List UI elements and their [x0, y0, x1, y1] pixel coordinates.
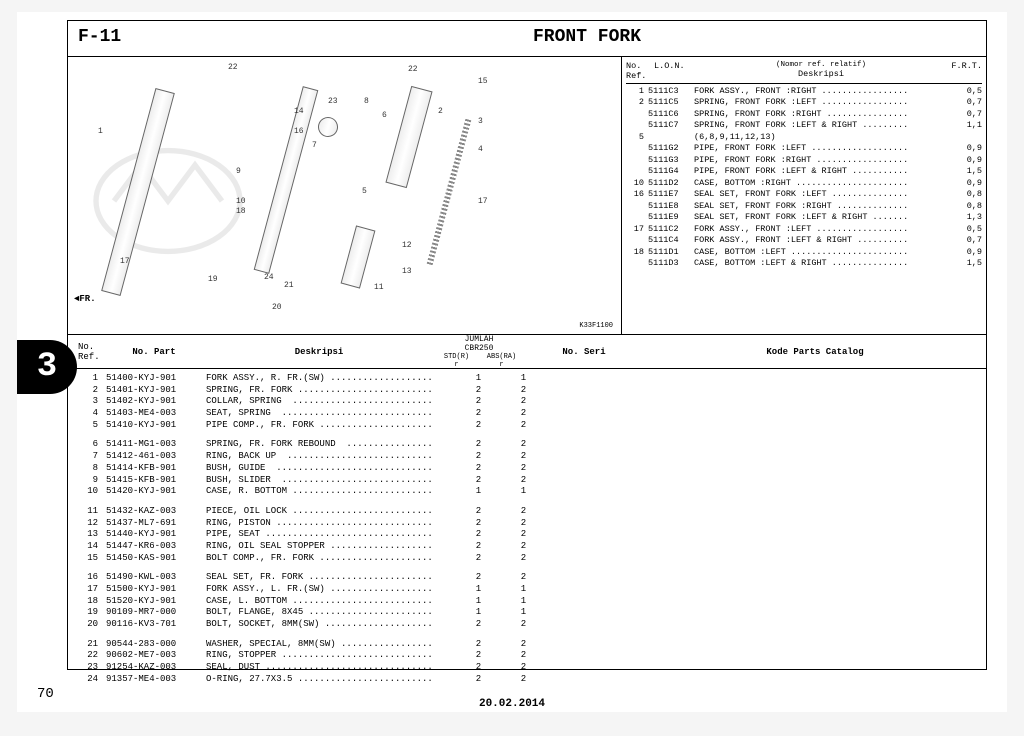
col-seri: No. Seri: [524, 347, 644, 357]
footer-date: 20.02.2014: [17, 698, 1007, 710]
parts-row: 1851520-KYJ-901CASE, L. BOTTOM .........…: [78, 596, 986, 608]
parts-row: 751412-461-003RING, BACK UP ............…: [78, 451, 986, 463]
parts-group: 1651490-KWL-003SEAL SET, FR. FORK ......…: [78, 572, 986, 630]
parts-group: 2190544-283-000WASHER, SPECIAL, 8MM(SW) …: [78, 639, 986, 686]
col-kode: Kode Parts Catalog: [644, 347, 986, 357]
col-frt: F.R.T.: [942, 61, 982, 81]
parts-table-body: 151400-KYJ-901FORK ASSY., R. FR.(SW) ...…: [68, 369, 986, 686]
diagram-code: K33F1100: [579, 322, 613, 330]
main-frame: F-11 FRONT FORK 22 22 15 1: [67, 20, 987, 670]
parts-row: 2090116-KV3-701BOLT, SOCKET, 8MM(SW) ...…: [78, 619, 986, 631]
page-container: 3 F-11 FRONT FORK 22 22: [17, 12, 1007, 712]
lon-row: 5(6,8,9,11,12,13): [626, 132, 982, 143]
parts-row: 851414-KFB-901BUSH, GUIDE ..............…: [78, 463, 986, 475]
header-row: F-11 FRONT FORK: [68, 21, 986, 57]
parts-row: 1251437-ML7-691RING, PISTON ............…: [78, 518, 986, 530]
parts-group: 651411-MG1-003SPRING, FR. FORK REBOUND .…: [78, 439, 986, 497]
parts-row: 651411-MG1-003SPRING, FR. FORK REBOUND .…: [78, 439, 986, 451]
lon-row: 175111C2FORK ASSY., FRONT :LEFT ........…: [626, 224, 982, 235]
parts-row: 1151432-KAZ-003PIECE, OIL LOCK .........…: [78, 506, 986, 518]
watermark-logo: [78, 117, 258, 267]
parts-row: 2290602-ME7-003RING, STOPPER ...........…: [78, 650, 986, 662]
lon-table-body: 15111C3FORK ASSY., FRONT :RIGHT ........…: [626, 84, 982, 270]
parts-row: 1751500-KYJ-901FORK ASSY., L. FR.(SW) ..…: [78, 584, 986, 596]
lon-row: 5111C7SPRING, FRONT FORK :LEFT & RIGHT .…: [626, 120, 982, 131]
lon-row: 5111C6SPRING, FRONT FORK :RIGHT ........…: [626, 109, 982, 120]
lon-row: 25111C5SPRING, FRONT FORK :LEFT ........…: [626, 97, 982, 108]
lon-row: 165111E7SEAL SET, FRONT FORK :LEFT .....…: [626, 189, 982, 200]
parts-row: 2190544-283-000WASHER, SPECIAL, 8MM(SW) …: [78, 639, 986, 651]
lon-row: 105111D2CASE, BOTTOM :RIGHT ............…: [626, 178, 982, 189]
parts-row: 2491357-ME4-003O-RING, 27.7X3.5 ........…: [78, 674, 986, 686]
col-lon: L.O.N.: [654, 61, 700, 81]
col-qty: JUMLAH CBR250 STD(R) r ABS(RA) r: [434, 335, 524, 369]
parts-row: 1351440-KYJ-901PIPE, SEAT ..............…: [78, 529, 986, 541]
lon-row: 5111C4FORK ASSY., FRONT :LEFT & RIGHT ..…: [626, 235, 982, 246]
lon-row: 5111G3PIPE, FRONT FORK :RIGHT ..........…: [626, 155, 982, 166]
section-title: FRONT FORK: [188, 21, 986, 56]
lon-row: 185111D1CASE, BOTTOM :LEFT .............…: [626, 247, 982, 258]
upper-row: 22 22 15 1 14 23 8 6 2 3 4 16 7 9 10 18 …: [68, 57, 986, 335]
lon-row: 5111G2PIPE, FRONT FORK :LEFT ...........…: [626, 143, 982, 154]
lon-row: 5111E8SEAL SET, FRONT FORK :RIGHT ......…: [626, 201, 982, 212]
lon-table: No. Ref. L.O.N. (Nomor ref. relatif) Des…: [621, 57, 986, 334]
col-desc: Deskripsi: [204, 347, 434, 357]
parts-row: 1051420-KYJ-901CASE, R. BOTTOM .........…: [78, 486, 986, 498]
parts-group: 151400-KYJ-901FORK ASSY., R. FR.(SW) ...…: [78, 373, 986, 431]
diagram-area: 22 22 15 1 14 23 8 6 2 3 4 16 7 9 10 18 …: [68, 57, 621, 334]
parts-row: 2391254-KAZ-003SEAL, DUST ..............…: [78, 662, 986, 674]
fr-direction-label: ◄FR.: [74, 294, 96, 304]
parts-row: 551410-KYJ-901PIPE COMP., FR. FORK .....…: [78, 420, 986, 432]
parts-row: 451403-ME4-003SEAT, SPRING .............…: [78, 408, 986, 420]
parts-group: 1151432-KAZ-003PIECE, OIL LOCK .........…: [78, 506, 986, 564]
lon-row: 5111G4PIPE, FRONT FORK :LEFT & RIGHT ...…: [626, 166, 982, 177]
col-part: No. Part: [104, 347, 204, 357]
parts-row: 151400-KYJ-901FORK ASSY., R. FR.(SW) ...…: [78, 373, 986, 385]
col-deskripsi: (Nomor ref. relatif) Deskripsi: [700, 61, 942, 81]
section-code: F-11: [68, 21, 188, 56]
parts-row: 1451447-KR6-003RING, OIL SEAL STOPPER ..…: [78, 541, 986, 553]
parts-row: 1551450-KAS-901BOLT COMP., FR. FORK ....…: [78, 553, 986, 565]
parts-row: 951415-KFB-901BUSH, SLIDER .............…: [78, 475, 986, 487]
parts-row: 1651490-KWL-003SEAL SET, FR. FORK ......…: [78, 572, 986, 584]
parts-row: 251401-KYJ-901SPRING, FR. FORK .........…: [78, 385, 986, 397]
lon-row: 15111C3FORK ASSY., FRONT :RIGHT ........…: [626, 86, 982, 97]
parts-table-header: No. Ref. No. Part Deskripsi JUMLAH CBR25…: [68, 335, 986, 369]
lon-row: 5111E9SEAL SET, FRONT FORK :LEFT & RIGHT…: [626, 212, 982, 223]
lon-table-header: No. Ref. L.O.N. (Nomor ref. relatif) Des…: [626, 59, 982, 84]
chapter-tab: 3: [17, 340, 77, 394]
parts-row: 1990109-MR7-000BOLT, FLANGE, 8X45 ......…: [78, 607, 986, 619]
col-no-ref: No. Ref.: [626, 61, 654, 81]
parts-row: 351402-KYJ-901COLLAR, SPRING ...........…: [78, 396, 986, 408]
parts-table: No. Ref. No. Part Deskripsi JUMLAH CBR25…: [68, 335, 986, 686]
lon-row: 5111D3CASE, BOTTOM :LEFT & RIGHT .......…: [626, 258, 982, 269]
